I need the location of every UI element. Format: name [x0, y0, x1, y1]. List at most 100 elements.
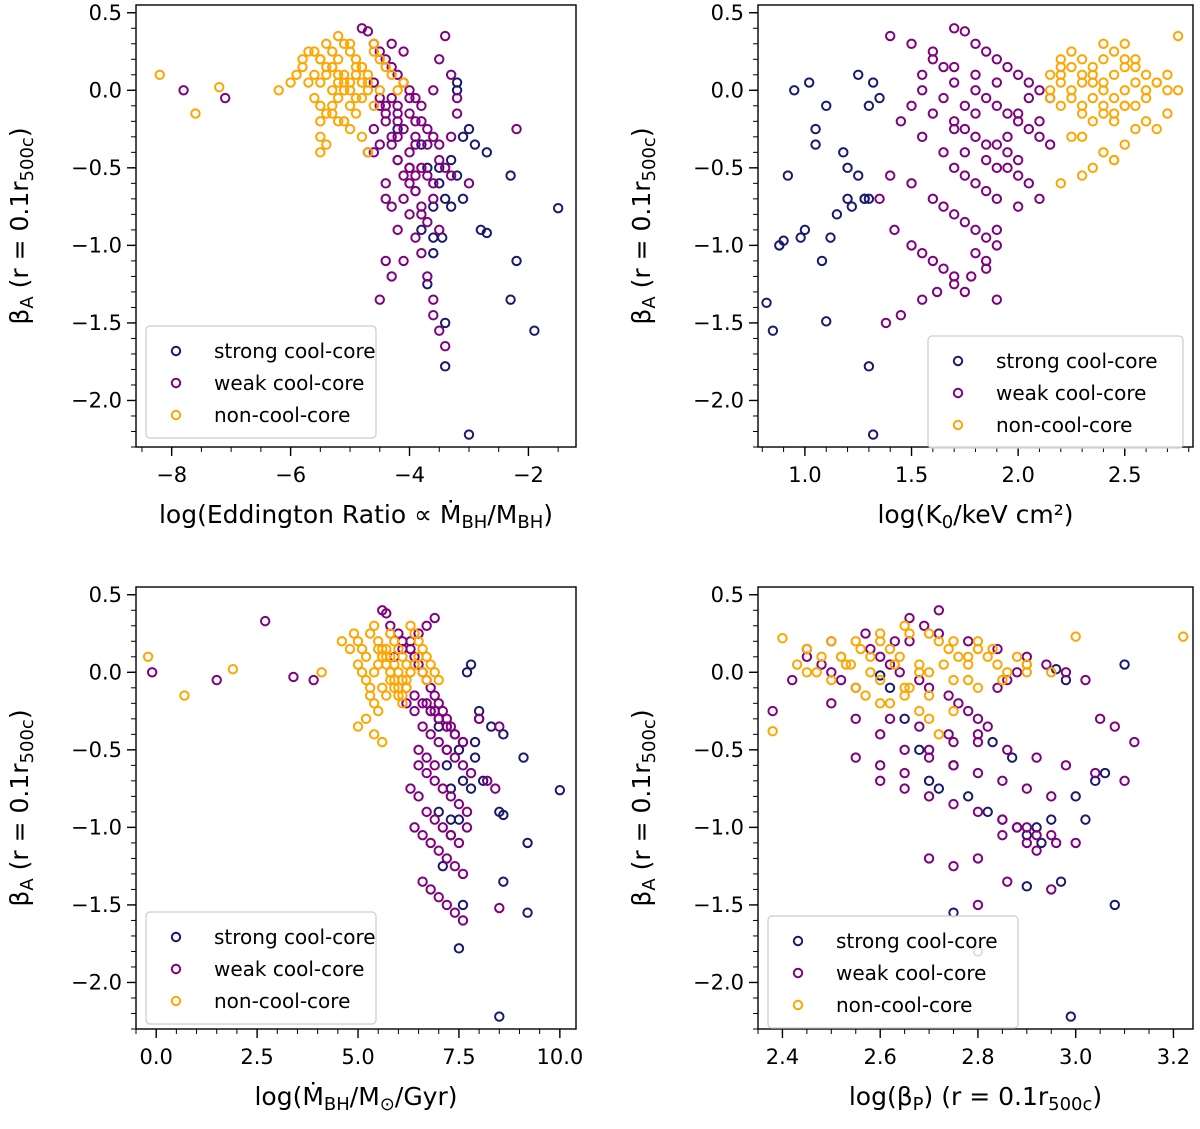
x-tick-label: −4 [394, 463, 425, 487]
scatter-point [434, 54, 445, 65]
scatter-point [404, 147, 415, 158]
y-tick-label: −0.5 [693, 738, 744, 762]
scatter-point [923, 744, 935, 756]
scatter-point [914, 705, 925, 717]
scatter-point [385, 667, 396, 678]
scatter-point [1108, 116, 1120, 127]
scatter-point [874, 92, 885, 104]
series-non-cool-core [1044, 30, 1184, 189]
scatter-point [906, 178, 917, 189]
scatter-point [368, 729, 380, 740]
scatter-point [393, 682, 404, 694]
scatter-point [417, 643, 428, 655]
scatter-point [1108, 46, 1120, 57]
scatter-point [959, 147, 971, 158]
scatter-point [352, 721, 364, 732]
legend-marker-weak-cool-core [170, 963, 182, 975]
scatter-point [434, 224, 445, 236]
scatter-point [1108, 92, 1120, 104]
scatter-point [1031, 845, 1042, 856]
scatter-point [327, 85, 338, 96]
scatter-point [421, 674, 432, 686]
scatter-point [368, 100, 380, 112]
legend-label-strong-cool-core: strong cool-core [996, 349, 1158, 373]
scatter-point [404, 108, 415, 119]
scatter-point [1046, 814, 1057, 825]
scatter-point [389, 674, 400, 686]
scatter-point [421, 698, 432, 709]
legend-box [145, 325, 377, 439]
scatter-point [433, 674, 444, 686]
scatter-point [422, 216, 433, 228]
scatter-point [835, 651, 847, 662]
scatter-point [1011, 822, 1023, 833]
series-strong-cool-core [392, 77, 564, 440]
x-tick-label: 2.4 [766, 1045, 799, 1069]
scatter-point [972, 767, 984, 779]
scatter-point [445, 721, 457, 732]
scatter-point [1066, 46, 1077, 57]
scatter-point [416, 224, 427, 236]
scatter-point [315, 77, 326, 88]
scatter-point [321, 69, 332, 80]
scatter-point [895, 116, 907, 127]
scatter-point [767, 325, 779, 336]
scatter-point [417, 698, 428, 709]
scatter-point [1002, 61, 1013, 73]
scatter-point [374, 85, 385, 96]
scatter-point [461, 806, 473, 818]
scatter-point [425, 837, 436, 849]
scatter-point [362, 77, 374, 88]
scatter-point [425, 729, 436, 740]
x-tick-label: 2.6 [863, 1045, 896, 1069]
scatter-point [428, 178, 439, 189]
scatter-point [1087, 77, 1098, 88]
scatter-point [1070, 837, 1081, 849]
scatter-point [1087, 92, 1098, 104]
scatter-point [421, 620, 432, 631]
scatter-point [948, 736, 959, 748]
scatter-point [409, 690, 420, 701]
x-tick-label: 3.2 [1157, 1045, 1190, 1069]
scatter-point [463, 429, 475, 440]
scatter-point [923, 853, 935, 864]
x-tick-label: −2 [513, 463, 544, 487]
scatter-point [429, 775, 440, 787]
scatter-point [273, 85, 284, 96]
scatter-point [417, 667, 428, 678]
scatter-point [381, 690, 392, 701]
scatter-point [410, 170, 421, 181]
scatter-point [392, 69, 403, 80]
scatter-point [1046, 667, 1057, 678]
scatter-point [972, 713, 984, 725]
series-weak-cool-core [767, 605, 1140, 911]
scatter-point [404, 92, 415, 104]
legend: strong cool-core weak cool-core non-cool-c… [927, 335, 1184, 449]
scatter-point [356, 92, 368, 104]
scatter-point [846, 201, 858, 212]
scatter-point [315, 100, 326, 112]
scatter-point [522, 907, 533, 918]
scatter-point [904, 682, 915, 694]
scatter-point [437, 860, 448, 872]
scatter-point [374, 54, 385, 65]
scatter-point [982, 721, 993, 732]
scatter-point [970, 178, 981, 189]
scatter-point [398, 46, 409, 57]
scatter-point [997, 814, 1008, 825]
scatter-point [421, 767, 432, 779]
scatter-point [428, 131, 439, 143]
scatter-point [948, 760, 959, 771]
scatter-point [1151, 77, 1162, 88]
y-tick-label: 0.5 [89, 583, 122, 607]
scatter-point [348, 628, 360, 639]
scatter-point [953, 651, 964, 662]
scatter-point [1162, 69, 1173, 80]
scatter-point [445, 791, 457, 802]
scatter-point [1055, 100, 1066, 112]
scatter-point [1002, 744, 1013, 756]
scatter-point [308, 674, 319, 686]
scatter-point [445, 170, 457, 181]
scatter-point [1140, 116, 1152, 127]
scatter-point [810, 139, 821, 150]
